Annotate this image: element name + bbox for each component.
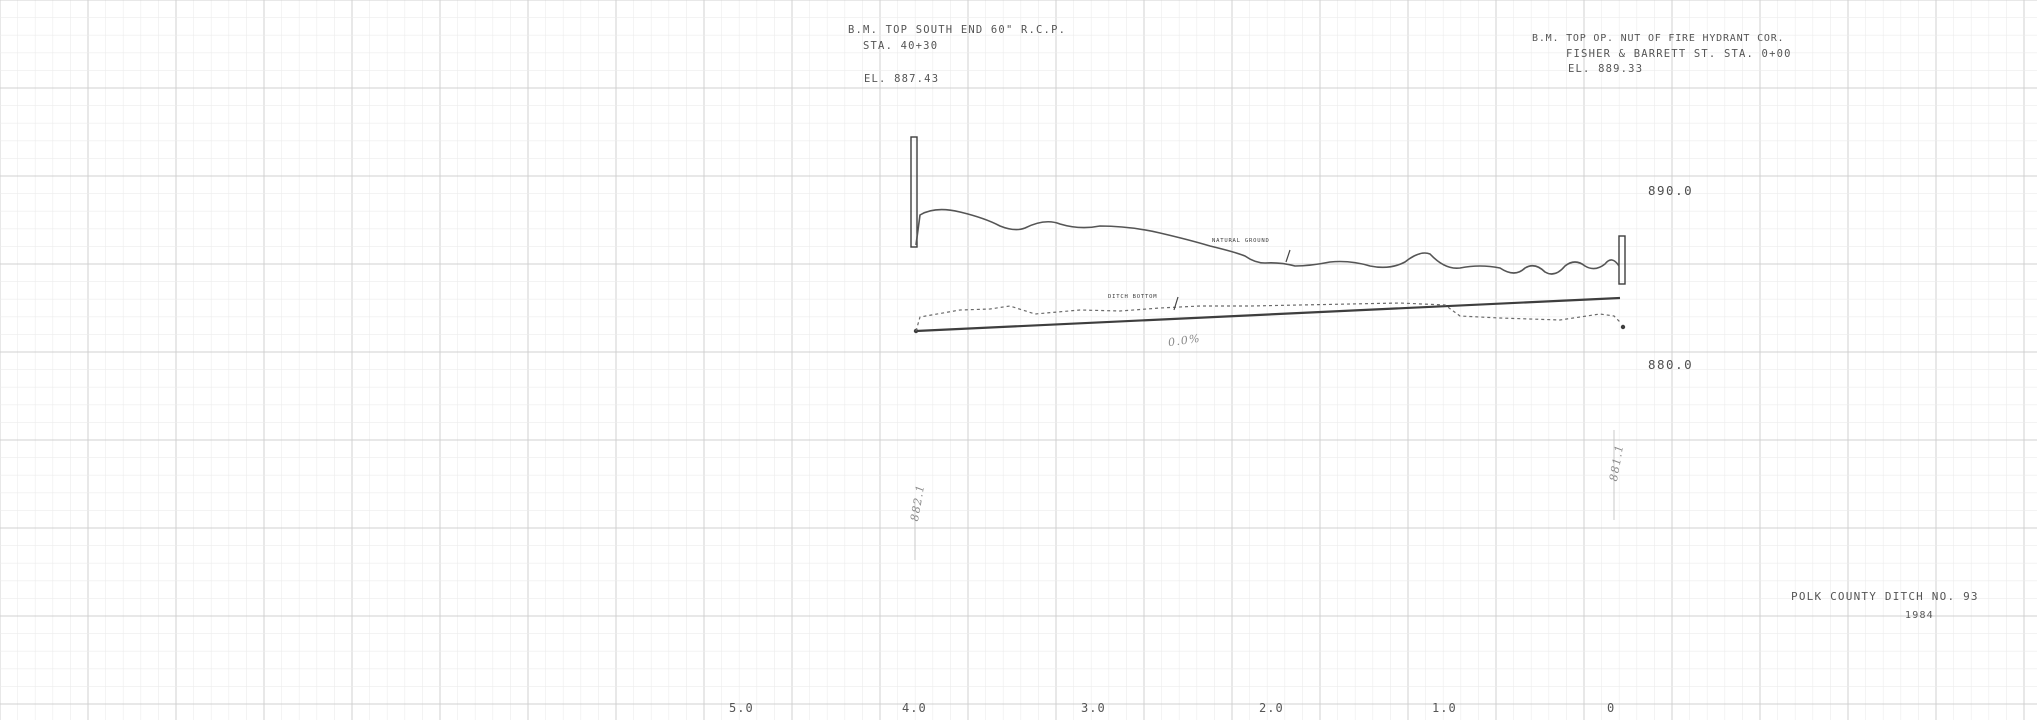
natural-ground-leader <box>1285 249 1291 263</box>
benchmark-right-line1: B.M. TOP OP. NUT OF FIRE HYDRANT COR. <box>1532 33 1785 44</box>
natural-ground-line <box>915 208 1620 275</box>
grade-end-dot-right <box>1620 324 1626 330</box>
elevation-label-880: 880.0 <box>1648 357 1694 372</box>
design-grade-line <box>915 296 1621 333</box>
benchmark-right-line2: FISHER & BARRETT ST. STA. 0+00 <box>1566 48 1792 60</box>
station-tick-0: 0 <box>1607 701 1616 715</box>
benchmark-left-line1: B.M. TOP SOUTH END 60" R.C.P. <box>848 24 1067 36</box>
left-benchmark-stake <box>910 136 918 248</box>
elevation-label-890: 890.0 <box>1648 183 1694 198</box>
ditch-bottom-leader <box>1173 296 1179 311</box>
benchmark-left-line3: EL. 887.43 <box>864 73 940 85</box>
natural-ground-label: NATURAL GROUND <box>1212 238 1270 244</box>
ditch-bottom-line <box>915 302 1621 332</box>
right-benchmark-stake <box>1618 235 1626 285</box>
station-tick-1: 1.0 <box>1432 701 1457 715</box>
ditch-title: POLK COUNTY DITCH NO. 93 <box>1791 590 1979 603</box>
station-tick-5: 5.0 <box>729 701 754 715</box>
ditch-year: 1984 <box>1905 610 1934 621</box>
station-tick-2: 2.0 <box>1259 701 1284 715</box>
ditch-bottom-label: DITCH BOTTOM <box>1108 294 1158 300</box>
benchmark-right-line3: EL. 889.33 <box>1568 63 1644 75</box>
station-tick-3: 3.0 <box>1081 701 1106 715</box>
benchmark-left-line2: STA. 40+30 <box>863 40 939 52</box>
station-tick-4: 4.0 <box>902 701 927 715</box>
